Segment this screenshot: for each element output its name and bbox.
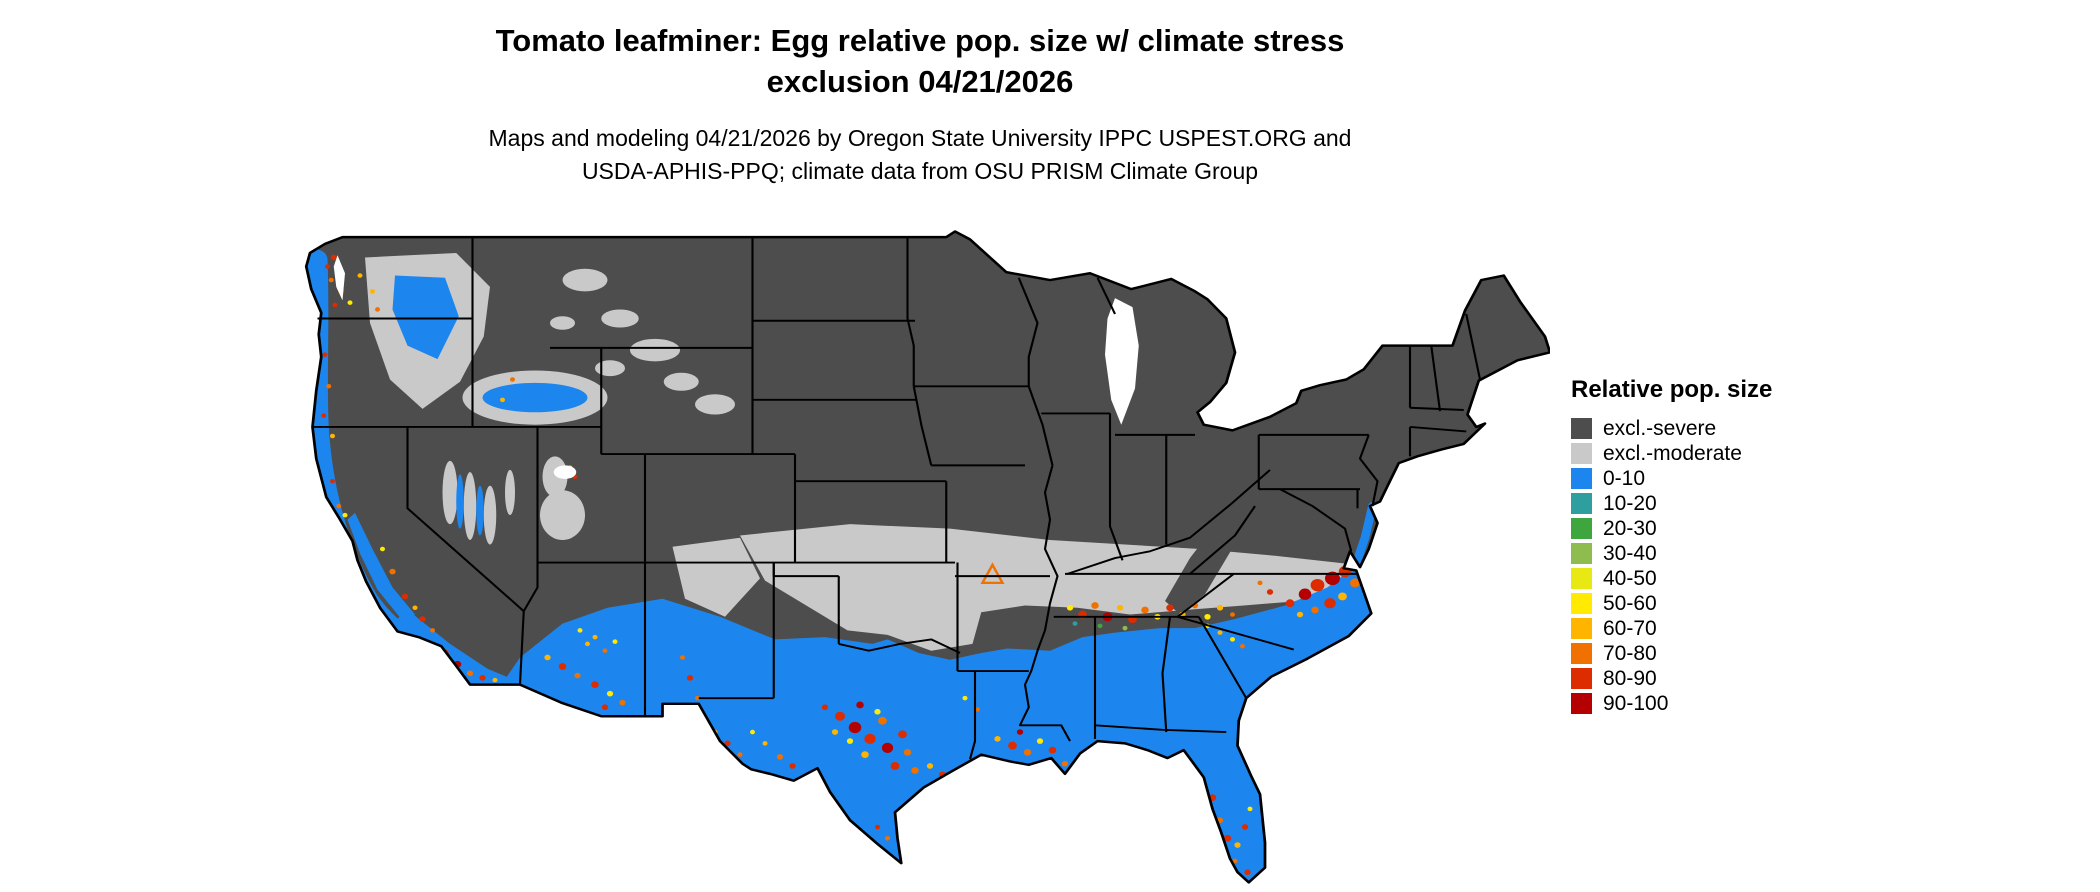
legend-item: 60-70 xyxy=(1571,616,1871,641)
legend-swatch xyxy=(1571,443,1592,464)
legend-item: 70-80 xyxy=(1571,641,1871,666)
alert-triangle-marker xyxy=(980,562,1005,585)
legend-label: 80-90 xyxy=(1603,667,1657,690)
legend-swatch xyxy=(1571,468,1592,489)
map-title-line2: exclusion 04/21/2026 xyxy=(766,64,1074,99)
legend-item: 10-20 xyxy=(1571,491,1871,516)
legend-swatch xyxy=(1571,518,1592,539)
great-salt-lake xyxy=(553,465,577,479)
map-title-line1: Tomato leafminer: Egg relative pop. size… xyxy=(495,23,1345,58)
water-bodies xyxy=(333,255,1139,479)
us-map xyxy=(300,210,1550,888)
map-subtitle-line1: Maps and modeling 04/21/2026 by Oregon S… xyxy=(488,125,1352,151)
legend-label: 30-40 xyxy=(1603,542,1657,565)
legend-label: 60-70 xyxy=(1603,617,1657,640)
legend-item: 30-40 xyxy=(1571,541,1871,566)
legend-swatch xyxy=(1571,643,1592,664)
legend-label: 20-30 xyxy=(1603,517,1657,540)
us-outline xyxy=(304,230,1550,884)
legend-title: Relative pop. size xyxy=(1571,376,1773,403)
legend-item: excl.-moderate xyxy=(1571,441,1871,466)
legend-label: 50-60 xyxy=(1603,592,1657,615)
us-map-svg xyxy=(304,230,1550,884)
legend-swatch xyxy=(1571,493,1592,514)
map-title: Tomato leafminer: Egg relative pop. size… xyxy=(170,20,1670,102)
raster-appalachian-wedge xyxy=(1165,517,1240,615)
legend-item: 50-60 xyxy=(1571,591,1871,616)
legend-label: 70-80 xyxy=(1603,642,1657,665)
puget-sound xyxy=(333,255,345,301)
legend-swatch xyxy=(1571,668,1592,689)
legend-label: excl.-moderate xyxy=(1603,442,1742,465)
legend-swatch xyxy=(1571,593,1592,614)
legend-swatch xyxy=(1571,693,1592,714)
legend-label: 90-100 xyxy=(1603,692,1669,715)
legend-item: 80-90 xyxy=(1571,666,1871,691)
legend-label: 40-50 xyxy=(1603,567,1657,590)
legend-item: 40-50 xyxy=(1571,566,1871,591)
legend-swatch xyxy=(1571,418,1592,439)
legend-swatch xyxy=(1571,543,1592,564)
map-subtitle: Maps and modeling 04/21/2026 by Oregon S… xyxy=(170,122,1670,188)
legend-item: excl.-severe xyxy=(1571,416,1871,441)
legend-item: 0-10 xyxy=(1571,466,1871,491)
lake-michigan xyxy=(1105,298,1139,425)
legend: Relative pop. size excl.-severe excl.-mo… xyxy=(1571,376,1871,716)
legend-item: 20-30 xyxy=(1571,516,1871,541)
legend-item: 90-100 xyxy=(1571,691,1871,716)
state-borders xyxy=(312,237,1482,760)
legend-label: 10-20 xyxy=(1603,492,1657,515)
legend-swatch xyxy=(1571,568,1592,589)
legend-label: excl.-severe xyxy=(1603,417,1717,440)
legend-label: 0-10 xyxy=(1603,467,1646,490)
legend-swatch xyxy=(1571,618,1592,639)
map-subtitle-line2: USDA-APHIS-PPQ; climate data from OSU PR… xyxy=(581,158,1259,184)
